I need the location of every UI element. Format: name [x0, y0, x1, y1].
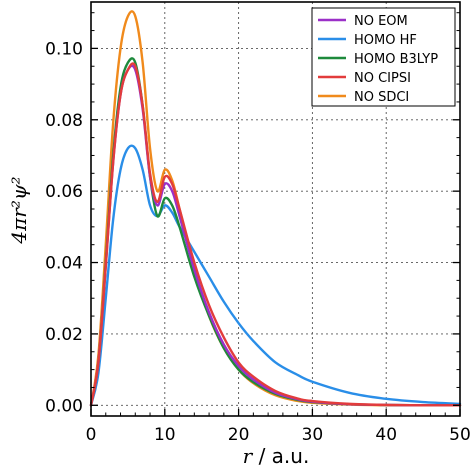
legend-label: NO EOM [354, 14, 408, 29]
x-axis-variable: r [243, 444, 254, 468]
x-tick-label: 20 [228, 425, 250, 445]
x-axis-label: r / a.u. [243, 444, 310, 468]
x-tick-label: 50 [449, 425, 471, 445]
legend-item-no-sdci: NO SDCI [318, 90, 409, 105]
legend-item-homo-hf: HOMO HF [318, 33, 417, 48]
legend-label: HOMO B3LYP [354, 52, 438, 67]
legend-label: NO CIPSI [354, 71, 411, 86]
y-tick-label: 0.00 [45, 396, 83, 416]
legend-item-no-eom: NO EOM [318, 14, 408, 29]
tick-labels: 0 10 20 30 40 50 0.00 0.02 0.04 0.06 0.08 0.10 [45, 39, 471, 445]
y-tick-label: 0.06 [45, 182, 83, 202]
series-lines [89, 10, 462, 407]
x-tick-label: 30 [302, 425, 324, 445]
legend-item-homo-b3lyp: HOMO B3LYP [318, 52, 438, 67]
y-tick-label: 0.10 [45, 39, 83, 59]
legend-label: HOMO HF [354, 33, 417, 48]
y-tick-label: 0.04 [45, 254, 83, 274]
legend-item-no-cipsi: NO CIPSI [318, 71, 411, 86]
legend-label: NO SDCI [354, 90, 409, 105]
axis-ticks [90, 12, 461, 416]
x-tick-label: 0 [86, 425, 97, 445]
legend: NO EOM HOMO HF HOMO B3LYP NO CIPSI NO SDCI [311, 7, 456, 107]
y-axis-label: 4πr²ψ² [7, 176, 31, 244]
x-axis-unit: / a.u. [252, 444, 309, 468]
x-tick-label: 10 [154, 425, 176, 445]
series-line-no-cipsi [89, 62, 462, 407]
y-tick-label: 0.02 [45, 325, 83, 345]
y-tick-label: 0.08 [45, 111, 83, 131]
series-line-homo-hf [89, 144, 462, 407]
x-tick-label: 40 [375, 425, 397, 445]
legend-items: NO EOM HOMO HF HOMO B3LYP NO CIPSI NO SDCI [318, 14, 438, 105]
